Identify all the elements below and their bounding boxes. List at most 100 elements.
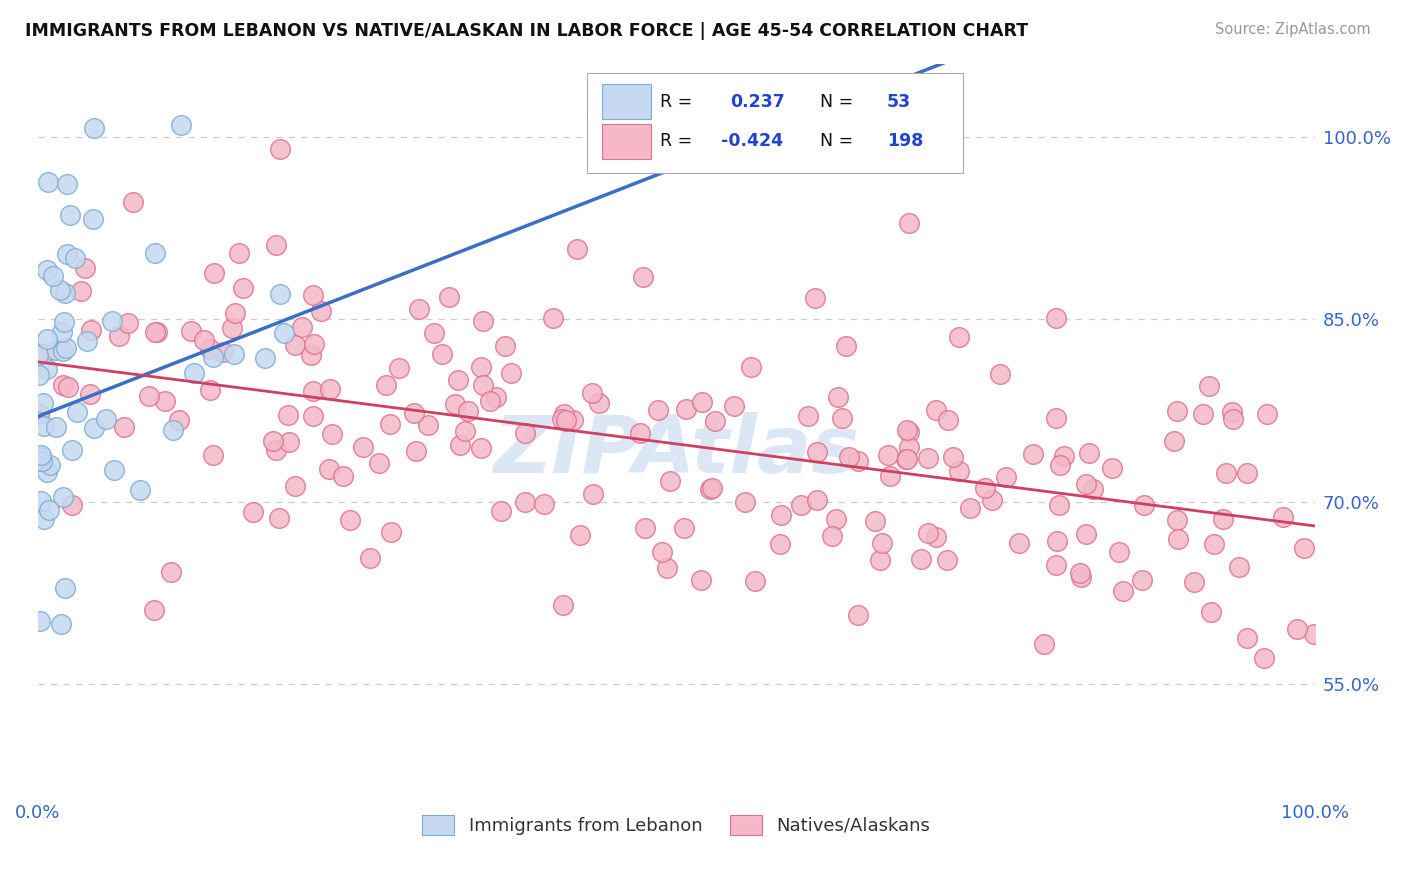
Point bbox=[254, 351, 277, 365]
Point bbox=[494, 339, 516, 353]
Point bbox=[269, 287, 291, 301]
Point bbox=[55, 285, 77, 300]
Point bbox=[37, 175, 59, 189]
Point bbox=[269, 511, 291, 525]
Point bbox=[1253, 650, 1275, 665]
Point bbox=[70, 284, 93, 298]
Text: R =: R = bbox=[659, 93, 697, 111]
Point bbox=[1227, 559, 1250, 574]
Point bbox=[159, 566, 181, 580]
Point bbox=[444, 396, 467, 410]
Point bbox=[582, 487, 605, 501]
Point bbox=[470, 359, 492, 374]
Point bbox=[38, 502, 60, 516]
Point bbox=[378, 417, 401, 432]
Point bbox=[690, 574, 713, 588]
Point bbox=[31, 453, 53, 467]
Text: R =: R = bbox=[659, 132, 697, 151]
Point bbox=[485, 390, 508, 404]
Point bbox=[1292, 541, 1315, 556]
Point bbox=[1222, 412, 1244, 426]
Point bbox=[353, 440, 375, 454]
Point bbox=[896, 424, 918, 438]
Point bbox=[879, 468, 901, 483]
Point bbox=[52, 315, 75, 329]
Point bbox=[806, 492, 828, 507]
Point bbox=[284, 479, 307, 493]
Text: 53: 53 bbox=[887, 93, 911, 111]
Point bbox=[52, 378, 75, 392]
Point bbox=[567, 243, 589, 257]
Point bbox=[569, 528, 592, 542]
Point bbox=[299, 348, 322, 362]
Point bbox=[499, 366, 522, 380]
Point bbox=[302, 384, 325, 398]
Point bbox=[740, 360, 762, 375]
Point bbox=[1045, 310, 1067, 325]
Point bbox=[838, 450, 860, 465]
Point bbox=[896, 451, 918, 466]
Point bbox=[897, 440, 920, 454]
Point bbox=[631, 269, 654, 284]
Point bbox=[1074, 477, 1097, 491]
Point bbox=[1204, 537, 1226, 551]
Point bbox=[35, 361, 58, 376]
Point bbox=[42, 268, 65, 283]
Point bbox=[37, 263, 59, 277]
Point bbox=[980, 492, 1002, 507]
Point bbox=[28, 614, 51, 628]
Point bbox=[266, 238, 288, 252]
Point bbox=[38, 458, 60, 472]
Point bbox=[45, 420, 67, 434]
Point bbox=[108, 329, 131, 343]
Point bbox=[553, 407, 575, 421]
Point bbox=[49, 616, 72, 631]
Point bbox=[1182, 575, 1205, 590]
Point bbox=[797, 409, 820, 424]
Point bbox=[863, 514, 886, 528]
Point bbox=[657, 561, 679, 575]
Point bbox=[675, 402, 697, 417]
Point bbox=[242, 505, 264, 519]
Point bbox=[416, 418, 439, 433]
Point bbox=[380, 524, 402, 539]
Point bbox=[1236, 631, 1258, 645]
Point bbox=[291, 320, 314, 334]
Point bbox=[936, 412, 959, 426]
Point bbox=[82, 212, 104, 227]
Text: N =: N = bbox=[821, 132, 859, 151]
Point bbox=[266, 443, 288, 458]
Point bbox=[30, 454, 52, 468]
Point bbox=[1236, 466, 1258, 480]
Point bbox=[56, 380, 79, 394]
Point bbox=[1192, 408, 1215, 422]
Point bbox=[1303, 627, 1326, 641]
Point bbox=[472, 377, 495, 392]
Point bbox=[1285, 623, 1308, 637]
Point bbox=[804, 291, 827, 305]
Point bbox=[63, 251, 86, 265]
Point bbox=[143, 246, 166, 260]
Point bbox=[52, 344, 75, 359]
Point bbox=[1220, 405, 1243, 419]
Point bbox=[228, 245, 250, 260]
Point bbox=[651, 545, 673, 559]
Point bbox=[690, 395, 713, 409]
Point bbox=[723, 400, 745, 414]
Point bbox=[37, 465, 59, 479]
Point bbox=[700, 481, 723, 495]
Point bbox=[201, 350, 224, 364]
Point bbox=[658, 474, 681, 488]
Point bbox=[232, 281, 254, 295]
Point bbox=[562, 413, 585, 427]
Point bbox=[28, 368, 51, 382]
Point bbox=[877, 448, 900, 462]
Point bbox=[806, 444, 828, 458]
Point bbox=[1215, 466, 1237, 480]
Point bbox=[449, 437, 471, 451]
Point bbox=[405, 444, 427, 458]
Point bbox=[79, 386, 101, 401]
Point bbox=[988, 367, 1011, 381]
Point bbox=[211, 344, 233, 359]
Point bbox=[35, 332, 58, 346]
